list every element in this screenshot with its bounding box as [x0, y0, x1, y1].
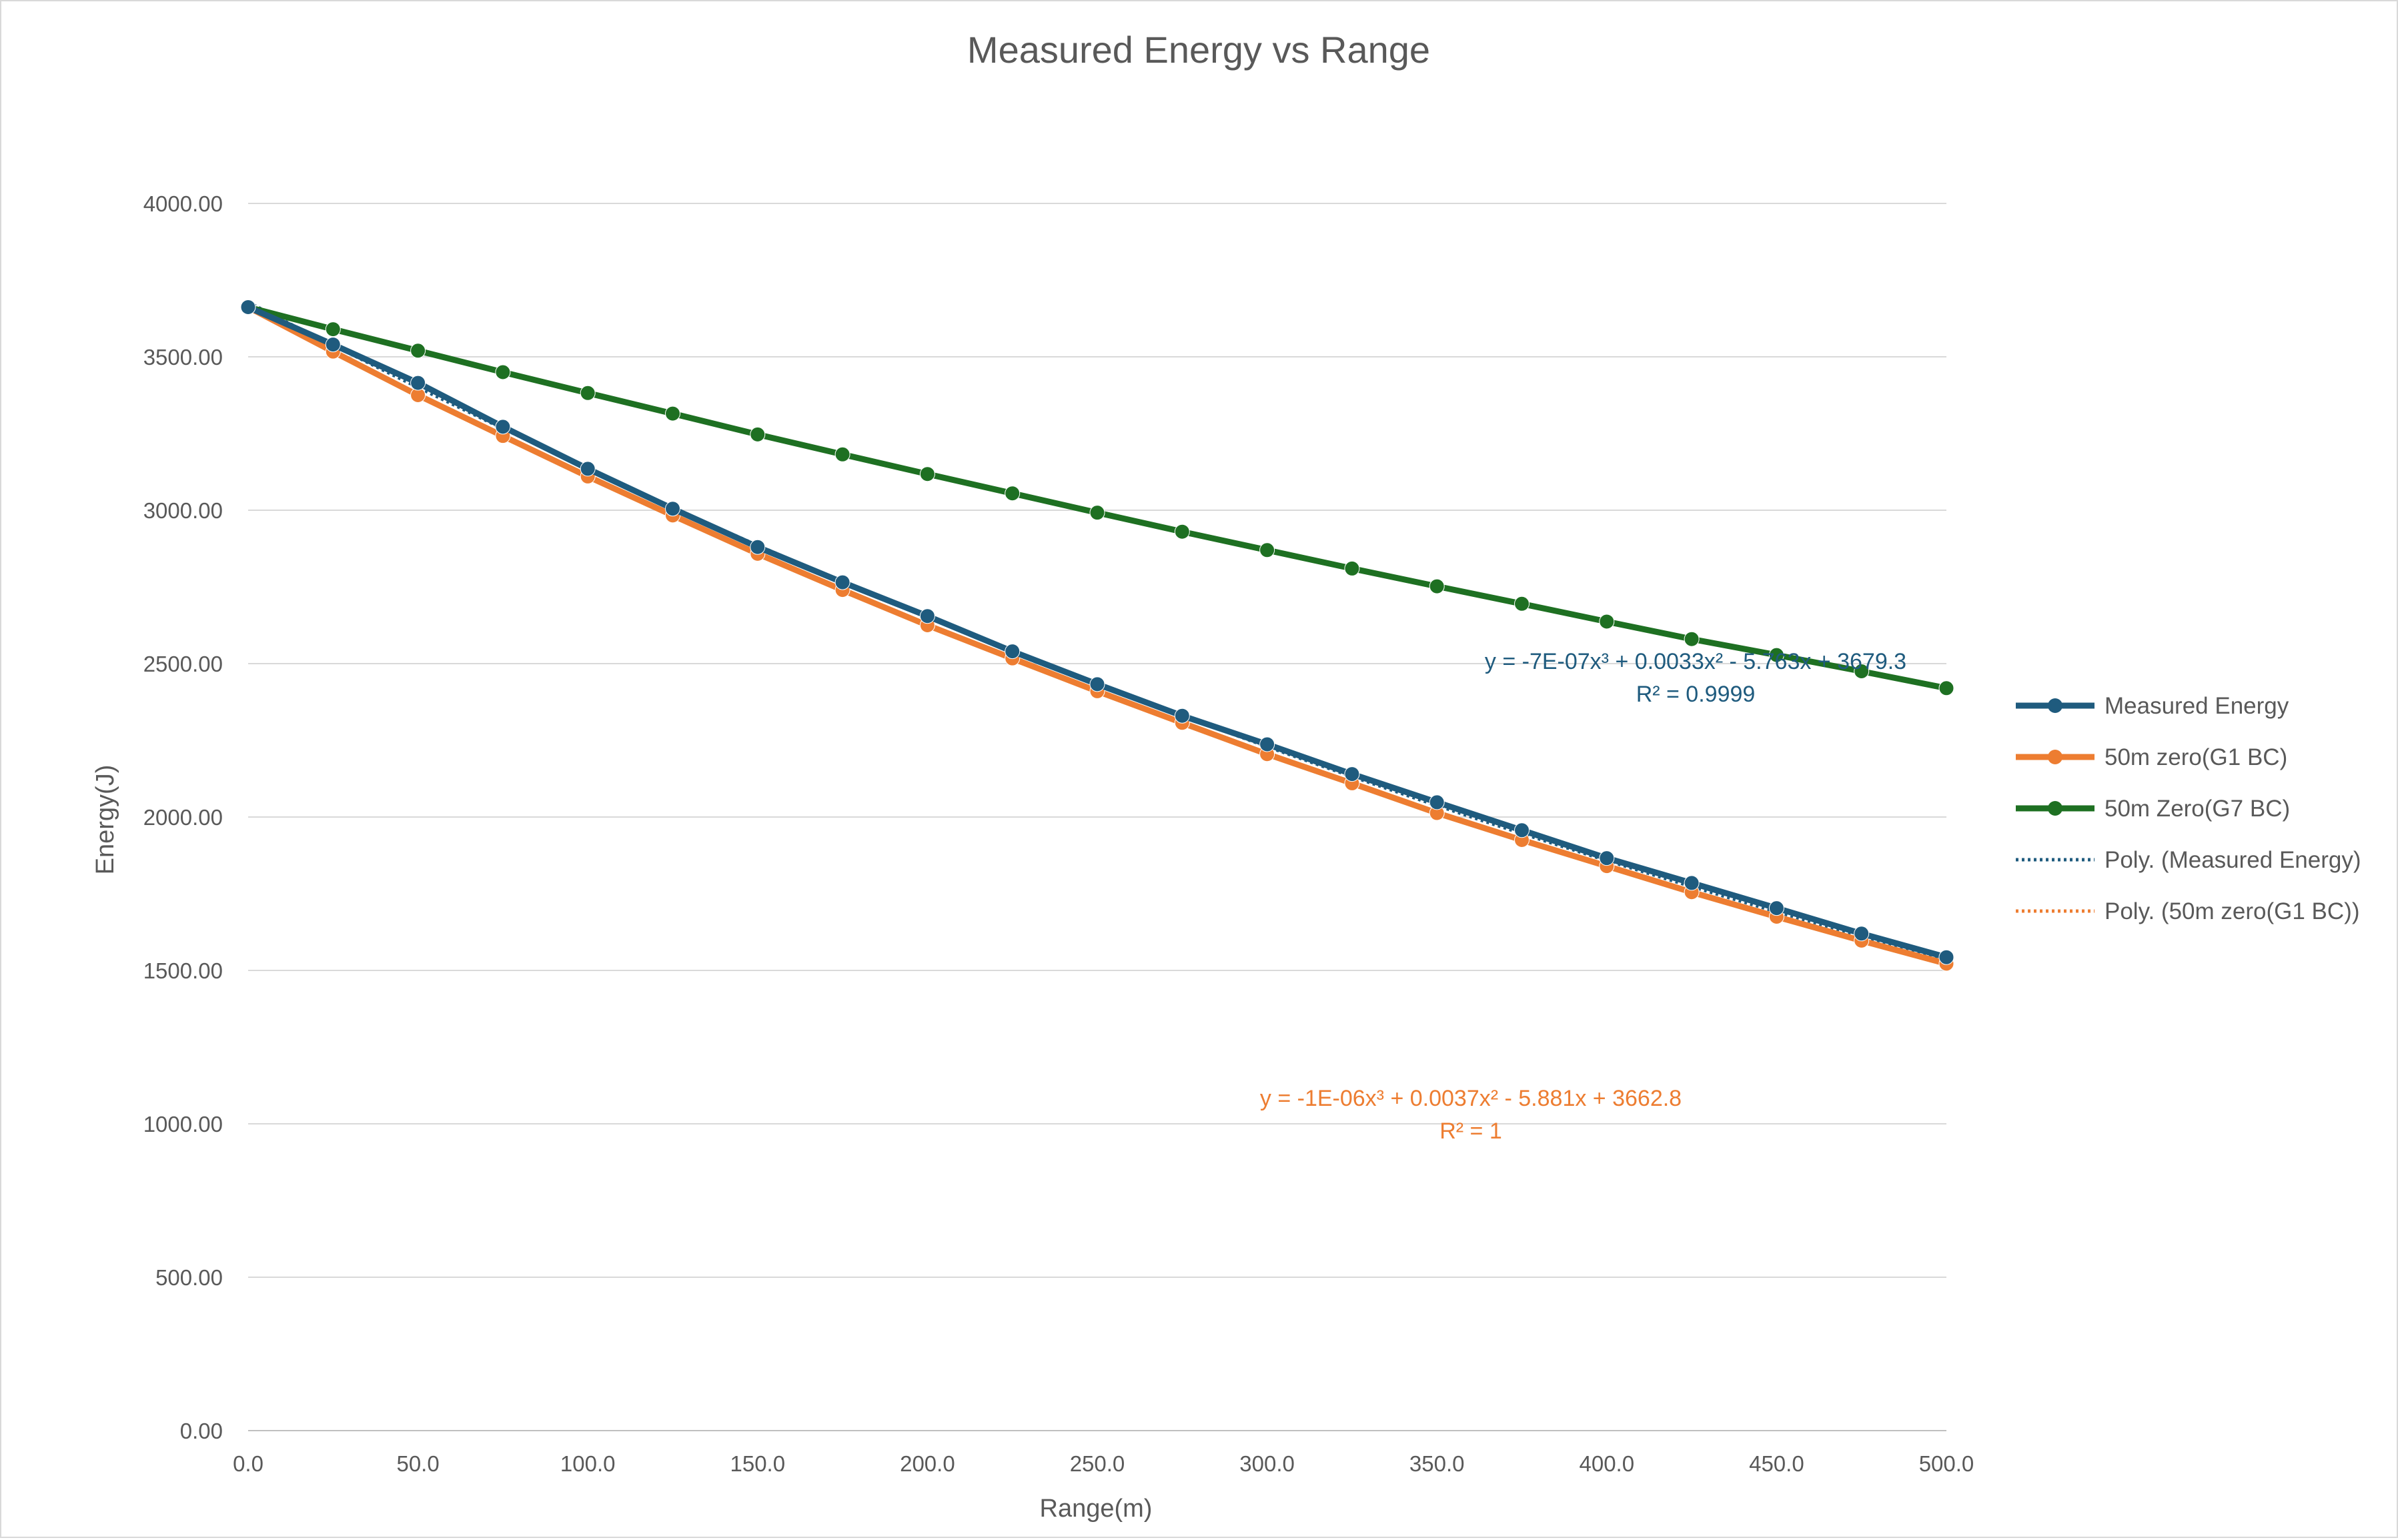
y-axis-title: Energy(J) [91, 765, 119, 875]
trendline-equation-g1: y = -1E-06x³ + 0.0037x² - 5.881x + 3662.… [1260, 1086, 1682, 1111]
series-2-point [834, 446, 850, 462]
legend-label-4: Poly. (50m zero(G1 BC)) [2105, 898, 2360, 924]
x-tick-label: 350.0 [1409, 1451, 1465, 1476]
series-2-point [919, 466, 935, 482]
x-axis-ticks: 0.0 50.0 100.0 150.0 200.0 250.0 300.0 350.0 400… [233, 1451, 1974, 1476]
series-0-point [1344, 766, 1360, 782]
x-tick-label: 450.0 [1749, 1451, 1804, 1476]
series-2-point [665, 406, 680, 422]
series-2-point [1005, 486, 1021, 502]
x-tick-label: 250.0 [1070, 1451, 1125, 1476]
series-0-point [1259, 736, 1275, 752]
trendline-equations: y = -7E-07x³ + 0.0033x² - 5.763x + 3679.… [1260, 649, 1906, 1144]
y-tick-label: 1500.00 [143, 958, 223, 983]
chart-title: Measured Energy vs Range [967, 29, 1430, 71]
series-2-point [1684, 631, 1700, 647]
series-2-point [1854, 664, 1870, 679]
series-0-point [240, 299, 256, 315]
y-tick-label: 500.00 [155, 1265, 223, 1290]
x-tick-label: 0.0 [233, 1451, 263, 1476]
series-2-point [1344, 560, 1360, 576]
series-2-point [750, 426, 766, 442]
series-2-point [1768, 647, 1784, 663]
x-tick-label: 200.0 [900, 1451, 955, 1476]
series-2-point [1429, 578, 1445, 594]
series-2-point [495, 364, 511, 380]
series-2-point [1938, 680, 1954, 696]
legend-marker-2 [2048, 801, 2062, 816]
legend-label-3: Poly. (Measured Energy) [2105, 847, 2361, 873]
trendline-equation-measured: y = -7E-07x³ + 0.0033x² - 5.763x + 3679.… [1485, 649, 1906, 674]
series-0-point [580, 461, 596, 477]
series-0-point [1514, 822, 1530, 838]
legend-label-0: Measured Energy [2105, 693, 2289, 719]
y-tick-label: 3000.00 [143, 498, 223, 523]
legend-marker-0 [2048, 698, 2062, 713]
series-0-point [495, 419, 511, 435]
y-axis-ticks: 0.00 500.00 1000.00 1500.00 2000.00 2500.00 30… [143, 191, 223, 1443]
series-lines [240, 299, 1954, 972]
series-0-point [1005, 644, 1021, 660]
series-0-point [410, 375, 426, 391]
x-tick-label: 500.0 [1919, 1451, 1974, 1476]
trendline-r2-measured: R² = 0.9999 [1636, 682, 1756, 707]
series-0-point [1599, 850, 1615, 866]
series-2-point [1514, 596, 1530, 612]
series-0-point [665, 501, 680, 517]
legend-marker-1 [2048, 750, 2062, 764]
trendline-r2-g1: R² = 1 [1439, 1118, 1502, 1144]
legend: Measured Energy 50m zero(G1 BC) 50m Zero(G… [2016, 693, 2361, 924]
series-0-point [1089, 676, 1105, 692]
x-tick-label: 50.0 [396, 1451, 439, 1476]
y-tick-label: 4000.00 [143, 191, 223, 216]
series-0-point [1684, 875, 1700, 891]
series-2-point [580, 385, 596, 401]
x-axis-title: Range(m) [1040, 1495, 1153, 1523]
series-2-point [410, 343, 426, 359]
series-line-2 [245, 304, 1950, 692]
legend-label-2: 50m Zero(G7 BC) [2105, 796, 2290, 822]
series-0-point [1768, 900, 1784, 916]
series-0-point [1854, 926, 1870, 942]
trendline-0 [247, 300, 1947, 961]
legend-label-1: 50m zero(G1 BC) [2105, 744, 2287, 770]
y-tick-label: 3500.00 [143, 345, 223, 369]
x-tick-label: 400.0 [1580, 1451, 1635, 1476]
x-tick-label: 300.0 [1239, 1451, 1295, 1476]
series-2-point [1259, 542, 1275, 558]
series-2-point [325, 321, 341, 337]
series-2-point [1599, 614, 1615, 630]
series-2-point [1089, 505, 1105, 521]
series-0-point [325, 337, 341, 353]
x-tick-label: 150.0 [730, 1451, 786, 1476]
y-tick-label: 0.00 [180, 1419, 223, 1443]
series-0-point [834, 574, 850, 590]
series-0-point [1938, 949, 1954, 965]
y-tick-label: 2000.00 [143, 805, 223, 830]
series-0-point [1429, 794, 1445, 810]
series-0-point [919, 608, 935, 624]
y-tick-label: 2500.00 [143, 652, 223, 676]
series-0-point [1174, 708, 1190, 724]
series-2-point [1174, 524, 1190, 540]
x-tick-label: 100.0 [560, 1451, 616, 1476]
series-0-point [750, 539, 766, 555]
y-tick-label: 1000.00 [143, 1112, 223, 1136]
